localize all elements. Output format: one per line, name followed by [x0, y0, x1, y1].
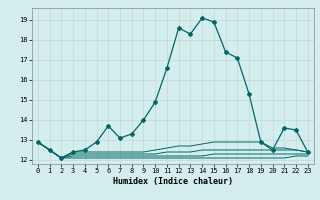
X-axis label: Humidex (Indice chaleur): Humidex (Indice chaleur)	[113, 177, 233, 186]
